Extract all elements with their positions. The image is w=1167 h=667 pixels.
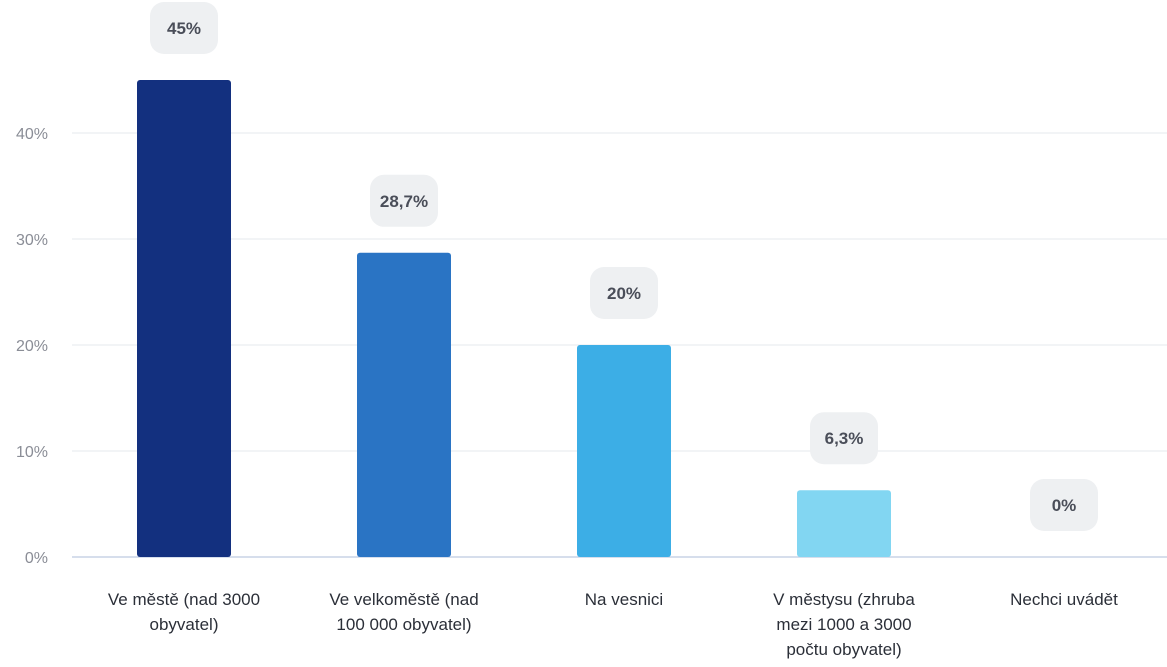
value-label: 6,3%: [810, 412, 878, 465]
bar: [797, 490, 891, 557]
value-label: 20%: [590, 267, 658, 319]
value-label-pill: [370, 174, 438, 227]
value-label-text: 6,3%: [825, 429, 864, 448]
value-label-pill: [810, 412, 878, 465]
x-tick-label: Na vesnici: [585, 590, 663, 609]
x-tick-label: Nechci uvádět: [1010, 590, 1118, 609]
value-label-pill: [1030, 479, 1098, 531]
value-label: 0%: [1030, 479, 1098, 531]
value-label-text: 28,7%: [380, 192, 428, 211]
y-tick-label: 20%: [16, 338, 48, 355]
bar: [357, 252, 451, 557]
x-tick-label: Ve městě (nad 3000 obyvatel): [108, 590, 260, 634]
value-label-pill: [590, 267, 658, 319]
bar: [577, 345, 671, 557]
value-label: 28,7%: [370, 174, 438, 227]
value-label-pill: [150, 2, 218, 54]
value-label-text: 20%: [607, 284, 641, 303]
bar: [137, 80, 231, 557]
bars: [137, 80, 891, 557]
x-axis-categories: Ve městě (nad 3000 obyvatel) Ve velkoměstě…: [108, 590, 1118, 659]
value-label-text: 0%: [1052, 496, 1077, 515]
y-tick-label: 30%: [16, 232, 48, 249]
value-label: 45%: [150, 2, 218, 54]
x-tick-label: Ve velkoměstě (nad 100 000 obyvatel): [329, 590, 478, 634]
y-tick-label: 40%: [16, 126, 48, 143]
value-labels: 45% 28,7% 20% 6,3% 0%: [150, 2, 1098, 531]
y-tick-label: 10%: [16, 444, 48, 461]
y-axis-ticks: 0% 10% 20% 30% 40%: [16, 126, 48, 567]
value-label-text: 45%: [167, 19, 201, 38]
x-tick-label: V městysu (zhruba mezi 1000 a 3000 počtu o…: [773, 590, 915, 659]
y-tick-label: 0%: [25, 550, 48, 567]
